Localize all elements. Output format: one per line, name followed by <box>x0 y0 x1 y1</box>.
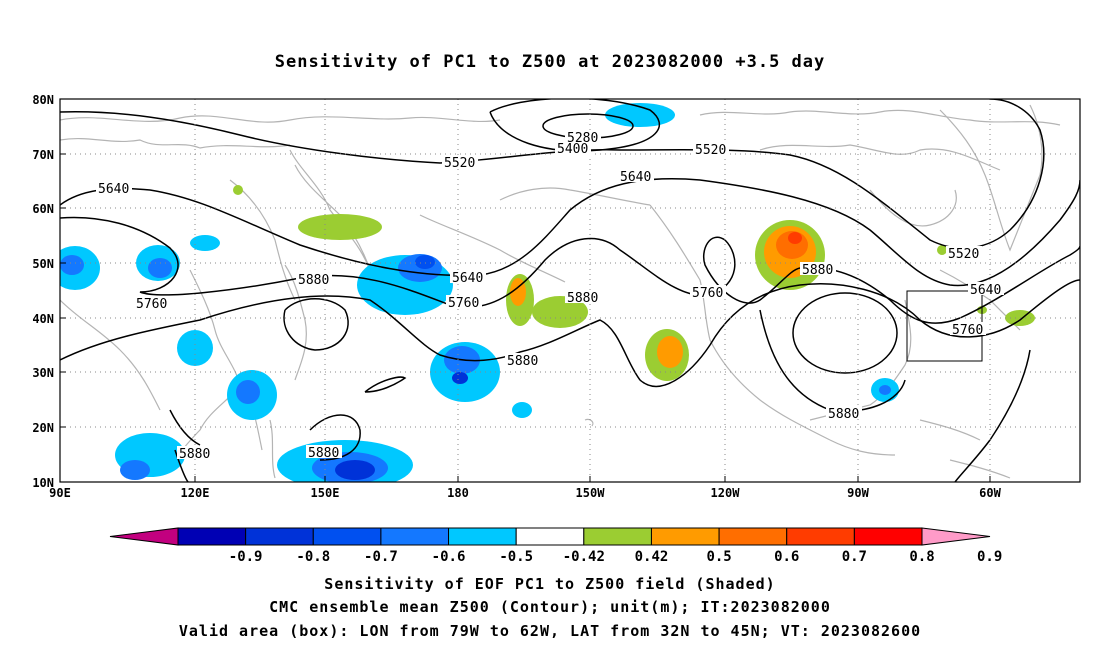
lon-label: 90E <box>49 486 71 500</box>
contour-label: 5520 <box>695 143 726 158</box>
lat-label: 60N <box>32 202 54 216</box>
lat-label: 30N <box>32 366 54 380</box>
colorbar <box>109 527 991 546</box>
contour-label: 5880 <box>802 263 833 278</box>
colorbar-tick: -0.8 <box>296 549 330 565</box>
lat-label: 80N <box>32 93 54 107</box>
lon-label: 150W <box>576 486 606 500</box>
caption-line-2: CMC ensemble mean Z500 (Contour); unit(m… <box>269 598 831 616</box>
colorbar-tick: 0.7 <box>842 549 867 565</box>
contour-label: 5880 <box>308 446 339 461</box>
colorbar-box <box>583 527 652 546</box>
axis-ticks <box>60 153 991 482</box>
lon-label: 120W <box>711 486 741 500</box>
lon-label: 150E <box>311 486 340 500</box>
colorbar-tick: 0.6 <box>774 549 799 565</box>
contour-labels: 5280 5400 5520 5520 5520 5640 5640 5640 … <box>96 131 1004 462</box>
lat-label: 20N <box>32 421 54 435</box>
positive-sensitivity-shading <box>233 185 1035 381</box>
lat-label: 10N <box>32 476 54 490</box>
contour-label: 5640 <box>620 170 651 185</box>
contour-label: 5760 <box>692 286 723 301</box>
caption-line-3: Valid area (box): LON from 79W to 62W, L… <box>179 622 921 640</box>
contour-label: 5760 <box>448 296 479 311</box>
colorbar-box <box>853 527 923 546</box>
colorbar-tick: 0.9 <box>977 549 1002 565</box>
longitude-axis: 90E 120E 150E 180 150W 120W 90W 60W <box>49 486 1001 500</box>
colorbar-tick: -0.6 <box>432 549 466 565</box>
lon-label: 180 <box>447 486 469 500</box>
colorbar-box <box>650 527 720 546</box>
latitude-axis: 80N 70N 60N 50N 40N 30N 20N 10N <box>32 93 54 490</box>
colorbar-box <box>312 527 382 546</box>
contour-label: 5640 <box>98 182 129 197</box>
lat-label: 40N <box>32 312 54 326</box>
colorbar-box <box>177 527 247 546</box>
contour-label: 5880 <box>298 273 329 288</box>
lon-label: 60W <box>979 486 1001 500</box>
contour-label: 5880 <box>179 447 210 462</box>
colorbar-box <box>245 527 314 546</box>
colorbar-box <box>786 527 855 546</box>
colorbar-tick: -0.42 <box>563 549 605 565</box>
lon-label: 90W <box>847 486 869 500</box>
colorbar-tick: 0.8 <box>909 549 934 565</box>
contour-label: 5760 <box>952 323 983 338</box>
colorbar-box <box>448 527 517 546</box>
colorbar-box <box>380 527 450 546</box>
colorbar-min-triangle <box>109 527 179 546</box>
colorbar-tick-labels: -0.9 -0.8 -0.7 -0.6 -0.5 -0.42 0.42 0.5 … <box>229 549 1003 565</box>
figure-title: Sensitivity of PC1 to Z500 at 2023082000… <box>275 52 826 72</box>
lat-label: 70N <box>32 148 54 162</box>
contour-label: 5640 <box>970 283 1001 298</box>
colorbar-box <box>515 527 585 546</box>
contour-label: 5760 <box>136 297 167 312</box>
caption-line-1: Sensitivity of EOF PC1 to Z500 field (Sh… <box>324 575 775 593</box>
contour-label: 5640 <box>452 271 483 286</box>
map-area: 5280 5400 5520 5520 5520 5640 5640 5640 … <box>60 99 1080 482</box>
lon-label: 120E <box>181 486 210 500</box>
colorbar-box <box>718 527 788 546</box>
contour-label: 5880 <box>828 407 859 422</box>
colorbar-tick: -0.5 <box>499 549 533 565</box>
contour-label: 5520 <box>948 247 979 262</box>
contour-label: 5520 <box>444 156 475 171</box>
contour-label: 5400 <box>557 142 588 157</box>
contour-label: 5880 <box>507 354 538 369</box>
contour-label: 5880 <box>567 291 598 306</box>
colorbar-tick: -0.9 <box>229 549 263 565</box>
map-frame <box>59 98 1081 483</box>
colorbar-tick: 0.42 <box>635 549 669 565</box>
colorbar-max-triangle <box>921 527 991 546</box>
colorbar-tick: 0.5 <box>706 549 731 565</box>
lat-label: 50N <box>32 257 54 271</box>
colorbar-tick: -0.7 <box>364 549 398 565</box>
